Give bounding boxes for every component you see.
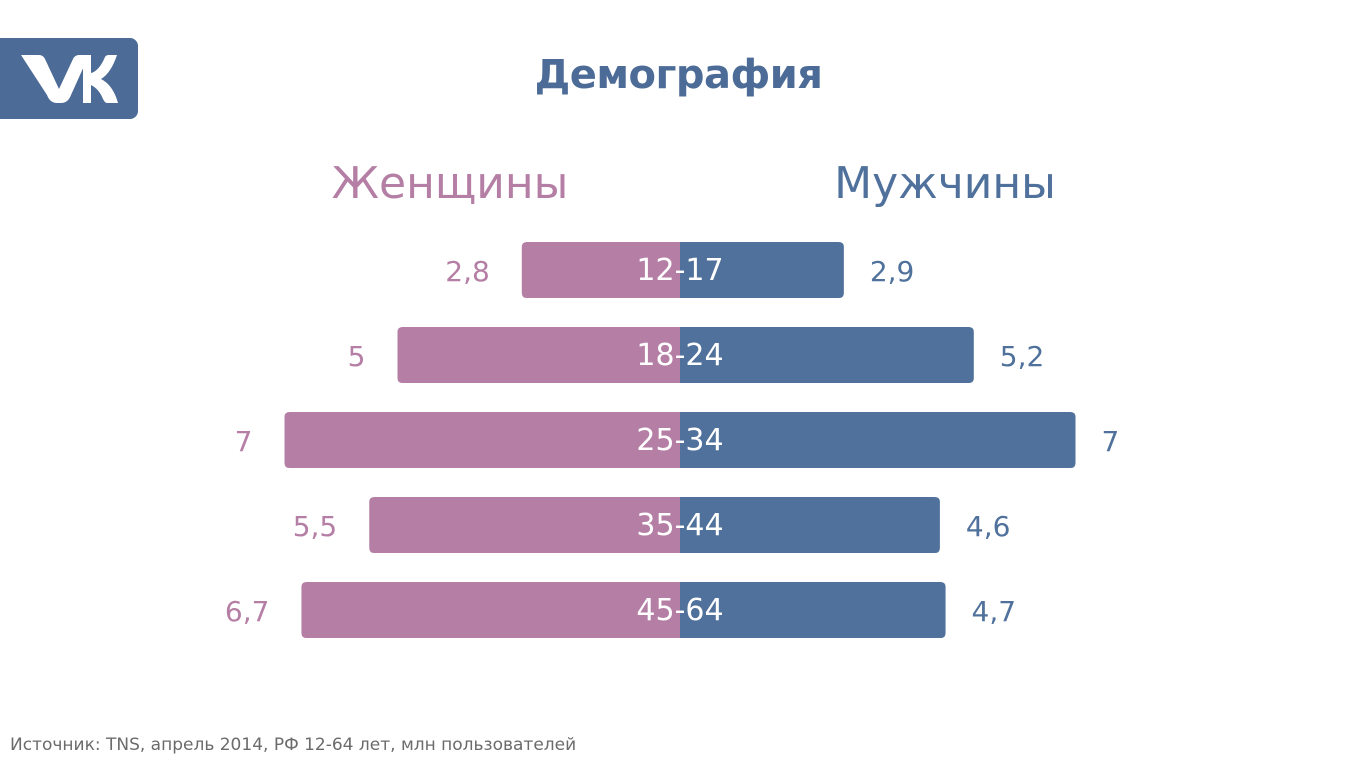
legend-women: Женщины [332, 158, 569, 209]
bar-women-45-64 [301, 582, 680, 638]
category-label-25-34: 25-34 [636, 423, 723, 458]
category-label-45-64: 45-64 [636, 593, 723, 628]
category-label-18-24: 18-24 [636, 338, 723, 373]
value-label-men-35-44: 4,6 [966, 510, 1011, 543]
bar-women-25-34 [284, 412, 680, 468]
value-label-men-45-64: 4,7 [972, 595, 1017, 628]
value-label-women-18-24: 5 [348, 340, 366, 373]
value-label-women-35-44: 5,5 [293, 510, 338, 543]
bar-men-35-44 [680, 497, 940, 553]
bar-women-18-24 [397, 327, 680, 383]
value-label-women-12-17: 2,8 [445, 255, 490, 288]
category-label-35-44: 35-44 [636, 508, 723, 543]
vk-logo [0, 38, 138, 119]
value-label-men-18-24: 5,2 [1000, 340, 1045, 373]
value-label-men-25-34: 7 [1102, 425, 1120, 458]
value-label-women-45-64: 6,7 [225, 595, 270, 628]
vk-logo-icon [21, 54, 118, 103]
value-label-women-25-34: 7 [235, 425, 253, 458]
category-label-12-17: 12-17 [636, 253, 723, 288]
legend-men: Мужчины [834, 158, 1056, 209]
value-label-men-12-17: 2,9 [870, 255, 915, 288]
bar-men-18-24 [680, 327, 974, 383]
bar-men-25-34 [680, 412, 1076, 468]
page-title: Демография [534, 52, 823, 98]
source-note: Источник: TNS, апрель 2014, РФ 12-64 лет… [10, 735, 577, 755]
bar-women-12-17 [521, 242, 680, 298]
bar-men-12-17 [680, 242, 844, 298]
bar-women-35-44 [369, 497, 680, 553]
bar-men-45-64 [680, 582, 946, 638]
